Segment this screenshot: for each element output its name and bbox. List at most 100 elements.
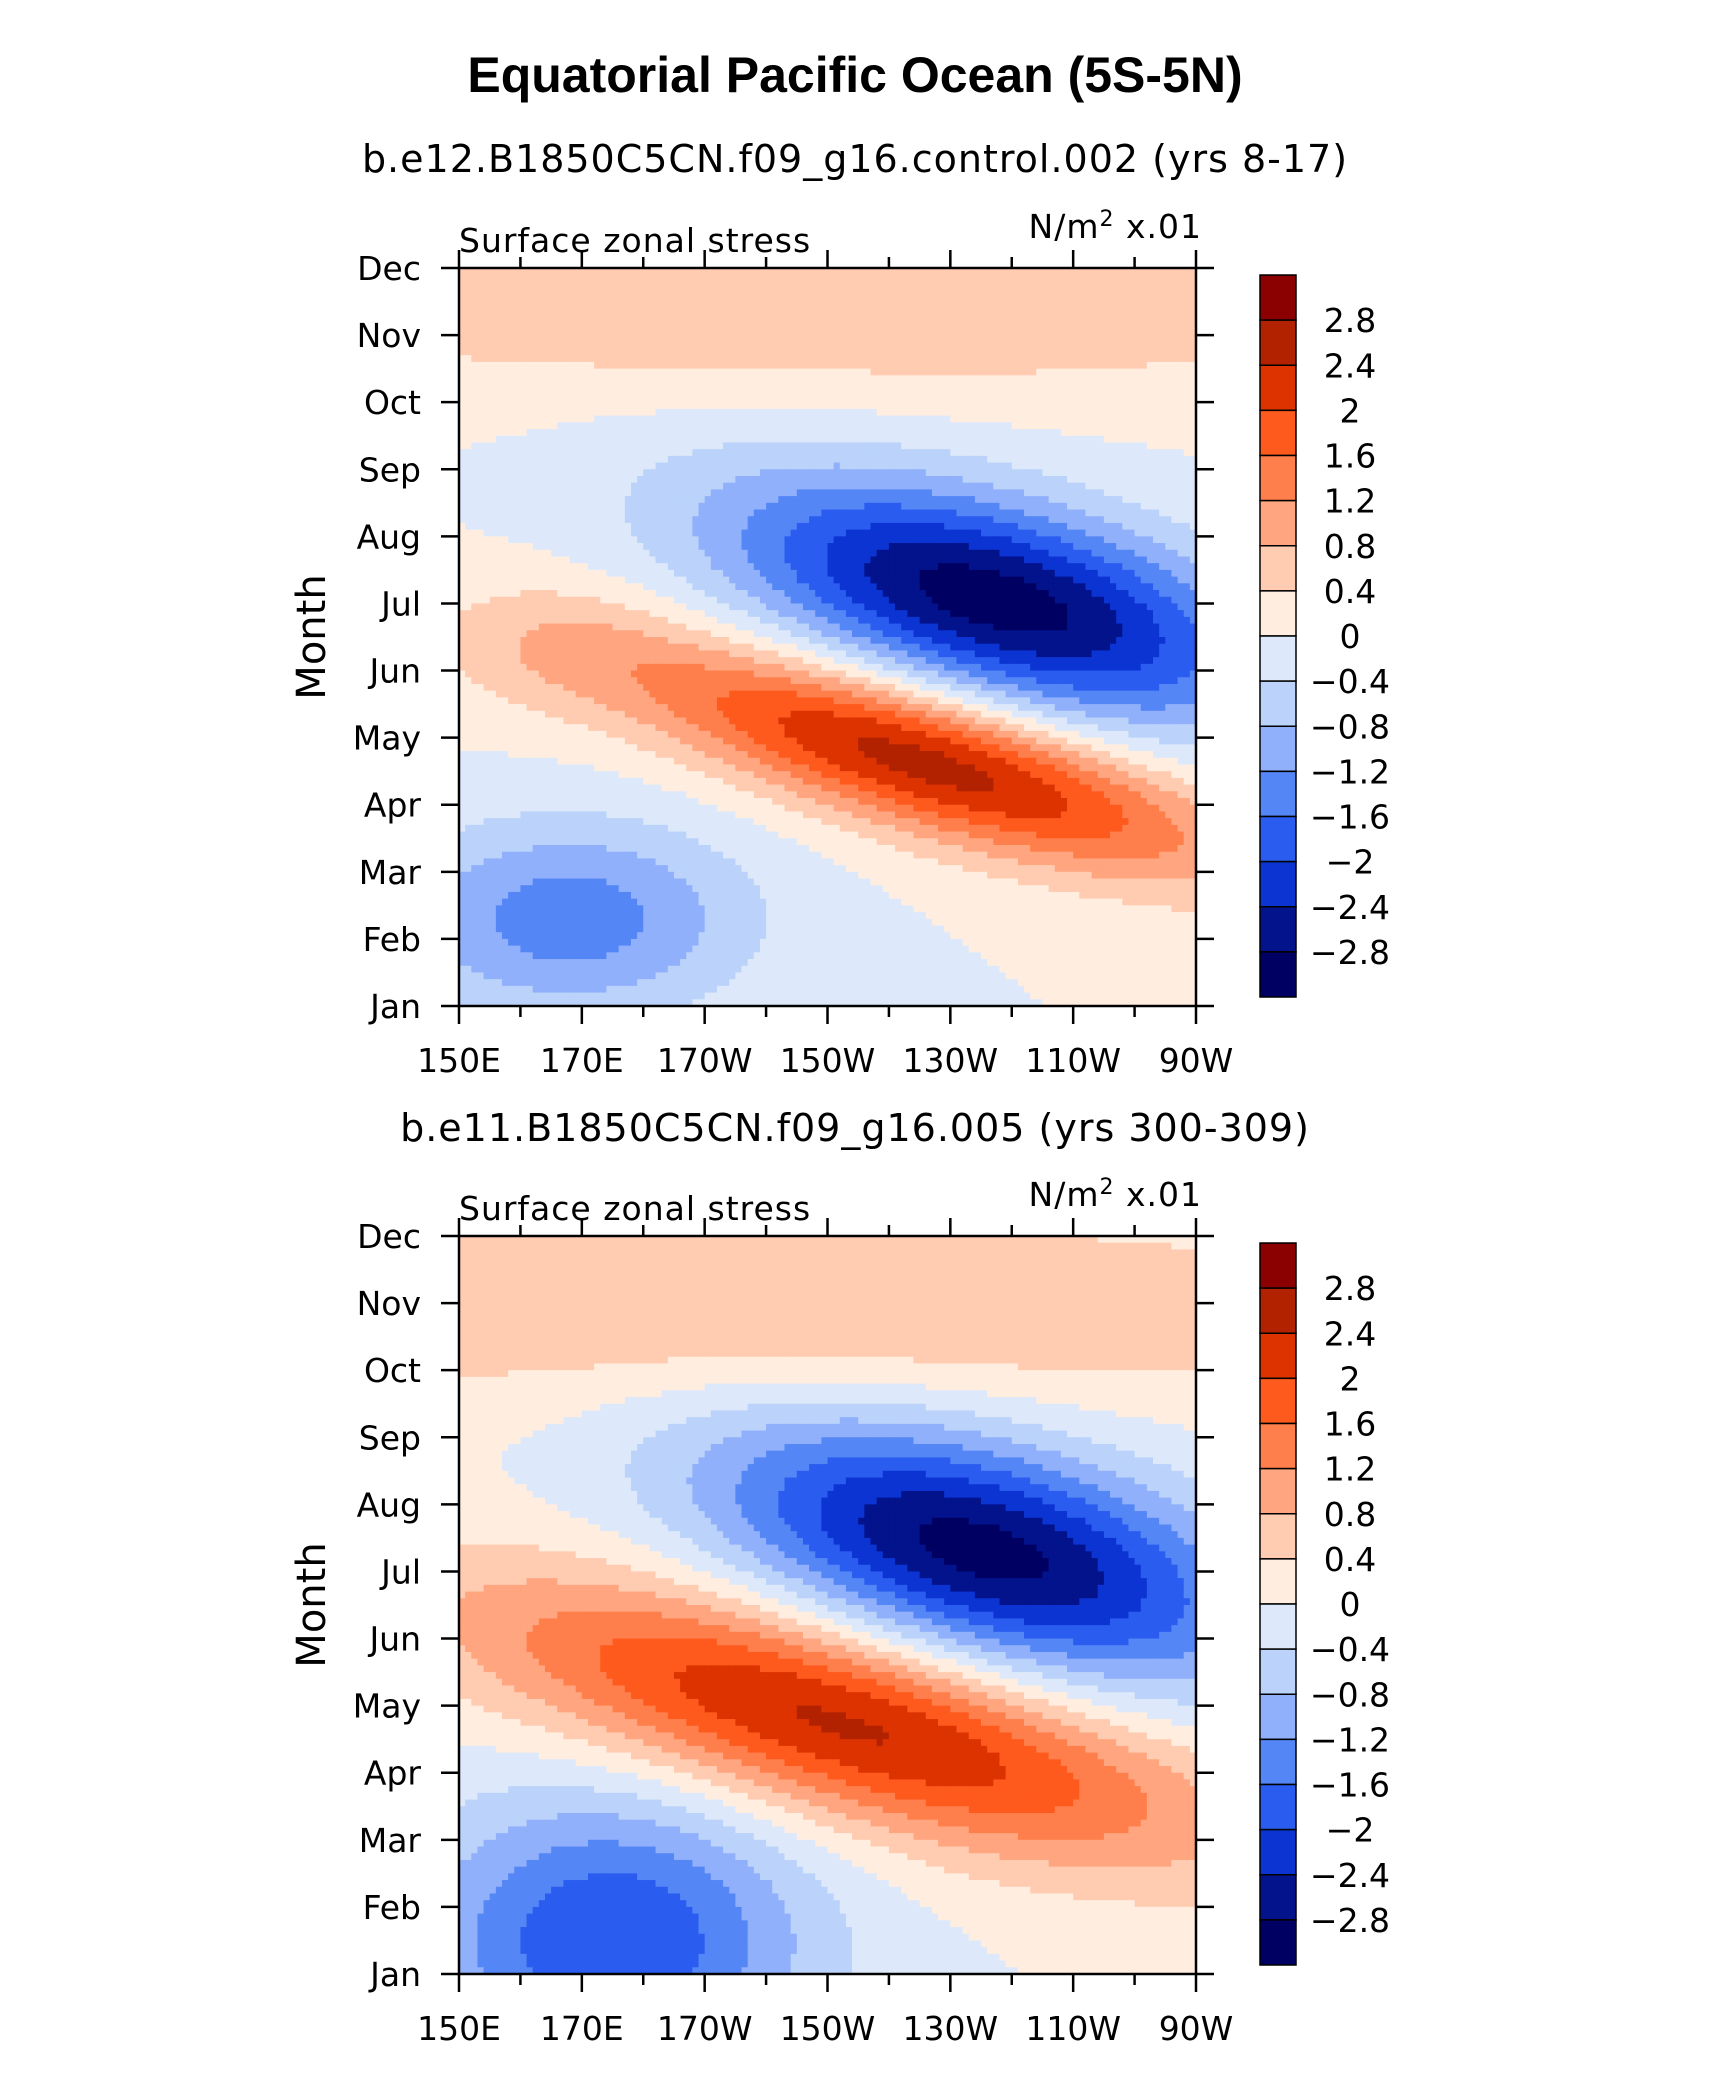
contour-cell: [710, 328, 718, 336]
contour-cell: [741, 482, 749, 490]
contour-cell: [815, 388, 822, 397]
contour-cell: [477, 321, 485, 329]
contour-cell: [778, 529, 786, 537]
contour-cell: [858, 429, 865, 437]
contour-cell: [784, 469, 792, 477]
contour-cell: [594, 536, 601, 544]
contour-cell: [852, 321, 859, 329]
contour-cell: [538, 348, 546, 356]
contour-cell: [913, 442, 921, 450]
contour-cell: [938, 368, 945, 376]
contour-cell: [1079, 469, 1087, 477]
contour-cell: [600, 543, 607, 551]
contour-cell: [1171, 509, 1179, 517]
contour-cell: [766, 502, 773, 511]
contour-cell: [465, 415, 472, 423]
contour-cell: [741, 335, 749, 343]
contour-cell: [888, 348, 896, 356]
contour-cell: [1103, 429, 1111, 437]
contour-cell: [1060, 328, 1068, 336]
contour-cell: [938, 415, 945, 423]
contour-cell: [778, 288, 786, 296]
contour-cell: [901, 496, 908, 504]
contour-cell: [1153, 328, 1160, 336]
contour-cell: [1036, 502, 1044, 511]
contour-cell: [667, 314, 675, 323]
contour-cell: [612, 455, 620, 464]
contour-cell: [987, 529, 994, 537]
contour-cell: [858, 335, 865, 343]
contour-cell: [999, 475, 1007, 484]
contour-cell: [1085, 328, 1093, 336]
contour-cell: [901, 388, 908, 397]
contour-cell: [864, 341, 872, 350]
contour-cell: [1116, 442, 1123, 450]
contour-cell: [1153, 308, 1160, 316]
contour-cell: [606, 382, 614, 390]
contour-cell: [723, 449, 730, 457]
contour-cell: [1060, 361, 1068, 370]
contour-cell: [1048, 388, 1056, 397]
contour-cell: [1024, 529, 1031, 537]
contour-cell: [544, 335, 552, 343]
contour-cell: [1085, 274, 1093, 283]
contour-cell: [483, 455, 491, 464]
contour-cell: [508, 489, 515, 497]
contour-cell: [1189, 382, 1197, 390]
contour-cell: [557, 268, 565, 276]
contour-cell: [704, 395, 712, 403]
contour-cell: [1177, 475, 1185, 484]
contour-cell: [551, 388, 558, 397]
contour-cell: [483, 274, 491, 283]
contour-cell: [981, 429, 988, 437]
contour-cell: [747, 543, 755, 551]
contour-cell: [796, 294, 804, 303]
contour-cell: [495, 522, 503, 531]
contour-cell: [901, 308, 908, 316]
contour-cell: [950, 469, 958, 477]
contour-cell: [1097, 388, 1105, 397]
contour-cell: [1159, 375, 1166, 383]
contour-cell: [637, 455, 644, 464]
contour-cell: [1110, 395, 1117, 403]
contour-cell: [612, 274, 620, 283]
contour-cell: [772, 375, 779, 383]
contour-cell: [1122, 328, 1130, 336]
contour-cell: [1183, 361, 1191, 370]
contour-cell: [514, 496, 522, 504]
contour-cell: [514, 482, 522, 490]
contour-cell: [950, 455, 958, 464]
contour-cell: [999, 502, 1007, 511]
contour-cell: [766, 348, 773, 356]
contour-cell: [845, 449, 853, 457]
contour-cell: [483, 328, 491, 336]
contour-cell: [1060, 509, 1068, 517]
contour-cell: [802, 543, 810, 551]
contour-cell: [938, 516, 945, 524]
contour-cell: [1011, 529, 1019, 537]
contour-cell: [907, 415, 915, 423]
contour-cell: [1177, 522, 1185, 531]
contour-cell: [778, 382, 786, 390]
contour-cell: [907, 294, 915, 303]
contour-cell: [563, 361, 571, 370]
contour-cell: [845, 361, 853, 370]
contour-cell: [526, 422, 534, 430]
contour-cell: [563, 435, 571, 444]
contour-cell: [827, 442, 835, 450]
contour-cell: [1042, 348, 1050, 356]
contour-cell: [686, 455, 693, 464]
contour-cell: [1011, 328, 1019, 336]
contour-cell: [544, 402, 552, 410]
contour-cell: [1189, 522, 1197, 531]
contour-cell: [790, 395, 798, 403]
contour-cell: [833, 341, 841, 350]
contour-cell: [827, 355, 835, 363]
contour-cell: [833, 482, 841, 490]
contour-cell: [895, 375, 902, 383]
contour-cell: [471, 482, 479, 490]
contour-cell: [1011, 469, 1019, 477]
contour-cell: [600, 435, 607, 444]
contour-cell: [1091, 415, 1099, 423]
contour-cell: [1005, 408, 1013, 417]
